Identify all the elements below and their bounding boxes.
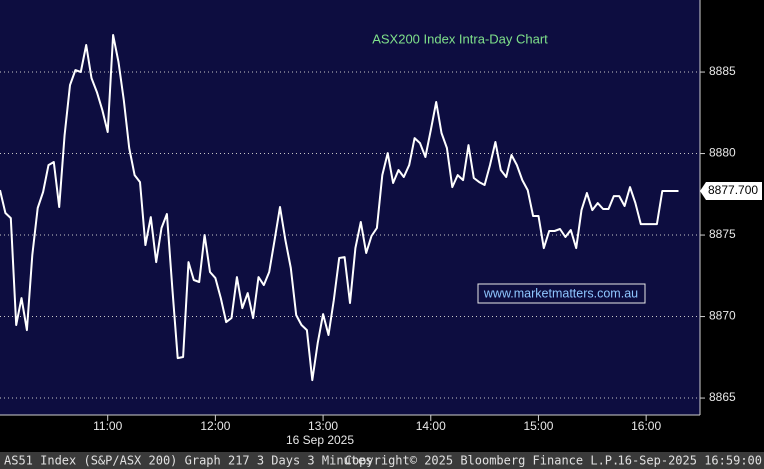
x-tick-label: 14:00: [416, 419, 446, 433]
x-axis-label: 16 Sep 2025: [286, 433, 354, 447]
y-tick-label: 8865: [709, 390, 736, 404]
chart-title: ASX200 Index Intra-Day Chart: [372, 31, 548, 46]
last-price-tag: [700, 182, 762, 201]
y-tick-label: 8880: [709, 146, 736, 160]
footer-date: 16-Sep-2025 16:59:00: [618, 454, 763, 468]
y-tick-label: 8870: [709, 309, 736, 323]
x-tick-label: 13:00: [308, 419, 338, 433]
x-tick-label: 11:00: [93, 419, 122, 433]
x-tick-label: 15:00: [523, 419, 553, 433]
footer-bar: [0, 452, 764, 469]
watermark-box: [477, 283, 646, 304]
y-tick-label: 8885: [709, 64, 736, 78]
last-price-label: 8877.700: [708, 183, 758, 197]
x-tick-label: 12:00: [200, 419, 230, 433]
footer-left: AS51 Index (S&P/ASX 200) Graph 217 3 Day…: [4, 454, 372, 468]
watermark: www.marketmatters.com.au: [483, 286, 638, 300]
price-line: [0, 34, 679, 382]
x-tick-label: 16:00: [631, 419, 661, 433]
footer-copyright: Copyright© 2025 Bloomberg Finance L.P.: [345, 454, 620, 468]
y-tick-label: 8875: [709, 227, 736, 241]
